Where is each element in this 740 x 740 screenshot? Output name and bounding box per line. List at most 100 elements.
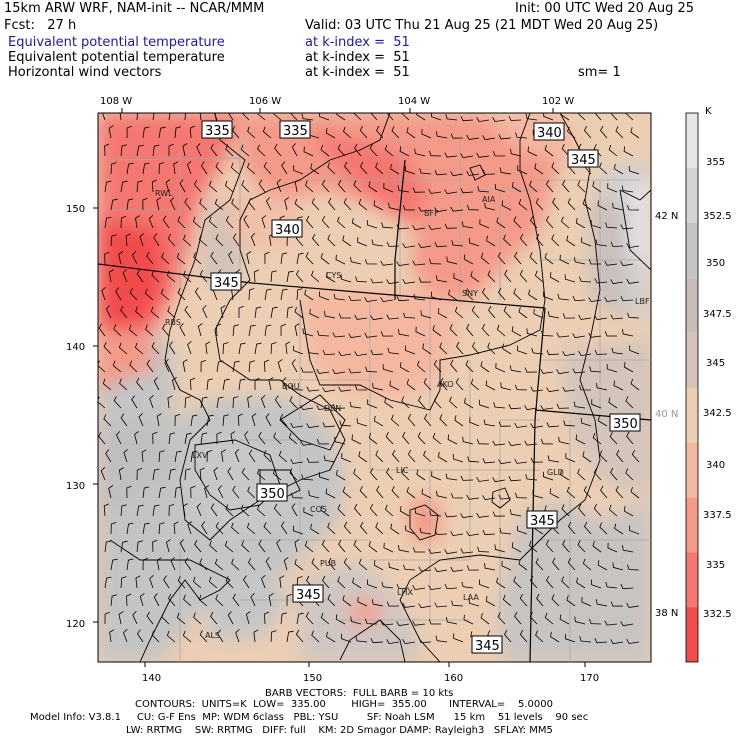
wind-barb <box>530 457 544 463</box>
wind-barb <box>451 600 464 607</box>
wind-barb <box>218 485 224 499</box>
wind-barb <box>370 278 384 284</box>
contour-label: 350 <box>609 413 641 432</box>
wind-barb <box>563 420 576 427</box>
wind-barb <box>311 270 320 283</box>
wind-barb <box>583 125 592 139</box>
wind-barb <box>238 378 246 391</box>
wind-barb <box>620 621 634 627</box>
wind-barb <box>630 127 640 139</box>
wind-barb <box>591 399 602 409</box>
wind-barb <box>238 305 244 318</box>
colorbar-tick: 355 <box>706 157 725 168</box>
wind-barb <box>388 202 400 211</box>
wind-barb <box>508 476 522 482</box>
wind-barb <box>623 506 634 517</box>
svg-text:335: 335 <box>283 124 308 139</box>
wind-barb <box>286 270 294 283</box>
wind-barb <box>110 234 117 247</box>
wind-barb <box>502 594 512 607</box>
wind-barb <box>142 557 149 571</box>
bottom-x-label: 150 <box>303 673 322 684</box>
wind-barb <box>353 468 362 481</box>
wind-barb <box>210 143 218 157</box>
wind-barb <box>435 131 448 139</box>
city-label: PUB <box>320 559 336 568</box>
wind-barb <box>498 287 506 301</box>
wind-barb <box>263 450 272 463</box>
colorbar-swatch <box>686 387 698 443</box>
wind-barb <box>156 197 162 211</box>
wind-barb <box>358 198 368 211</box>
wind-barb <box>222 414 229 427</box>
wind-barb <box>118 467 124 481</box>
wind-barb <box>136 540 144 553</box>
wind-barb <box>530 215 538 229</box>
wind-barb <box>254 342 262 355</box>
city-label: BFF <box>424 209 439 218</box>
barb-info: BARB VECTORS: FULL BARB = 10 kts <box>265 688 454 699</box>
wind-barb <box>368 540 378 553</box>
wind-barb <box>216 431 222 445</box>
wind-barb <box>479 219 490 229</box>
wind-barb <box>627 564 640 571</box>
wind-barb <box>220 305 226 319</box>
wind-barb <box>98 323 106 337</box>
wind-barb <box>498 421 512 427</box>
wind-barb <box>262 126 272 139</box>
wind-barb <box>498 134 512 140</box>
wind-barb <box>540 404 554 410</box>
wind-barb <box>253 629 259 643</box>
wind-barb <box>623 362 634 373</box>
wind-barb <box>437 308 448 319</box>
wind-barb <box>225 215 234 229</box>
wind-barb <box>517 525 528 535</box>
wind-barb <box>365 618 378 625</box>
wind-barb <box>126 558 134 571</box>
wind-barb <box>429 510 442 517</box>
wind-barb <box>431 471 442 481</box>
wind-barb <box>273 432 282 445</box>
wind-barb <box>261 574 266 589</box>
wind-barb <box>136 180 143 193</box>
wind-barb <box>248 324 256 337</box>
wind-barb <box>304 289 314 301</box>
wind-barb <box>182 503 188 517</box>
wind-barb <box>217 629 224 643</box>
wind-barb <box>387 347 400 355</box>
wind-barb <box>566 595 576 607</box>
wind-barb <box>344 161 352 175</box>
wind-barb <box>597 560 608 571</box>
wind-barb <box>110 162 117 175</box>
wind-barb <box>466 323 474 337</box>
wind-barb <box>572 368 586 374</box>
colorbar-swatch <box>686 113 698 168</box>
wind-barb <box>225 504 234 517</box>
wind-barb <box>167 306 176 319</box>
wind-barb <box>354 385 368 391</box>
axis-ticks <box>93 108 586 667</box>
wind-barb <box>337 576 346 589</box>
wind-barb <box>280 323 286 337</box>
svg-text:340: 340 <box>537 126 562 141</box>
wind-barb <box>380 260 394 266</box>
wind-barb <box>343 557 352 571</box>
model-info-line-2: LW: RRTMG SW: RRTMG DIFF: full KM: 2D Sm… <box>126 725 553 736</box>
wind-barb <box>145 324 154 337</box>
wind-barb <box>258 539 266 553</box>
wind-barb <box>590 220 602 229</box>
wind-barb <box>282 377 288 391</box>
wind-barb <box>138 413 144 427</box>
wind-barb <box>210 611 218 625</box>
wind-barb <box>250 593 256 607</box>
wind-barb <box>487 342 496 355</box>
wind-barb <box>509 509 522 517</box>
wind-barb <box>579 636 592 643</box>
wind-barb <box>528 289 538 301</box>
wind-barb <box>615 486 624 499</box>
wind-barb <box>225 144 234 157</box>
wind-barb <box>582 451 592 463</box>
wind-barb <box>353 113 362 121</box>
wind-barb <box>113 396 122 409</box>
